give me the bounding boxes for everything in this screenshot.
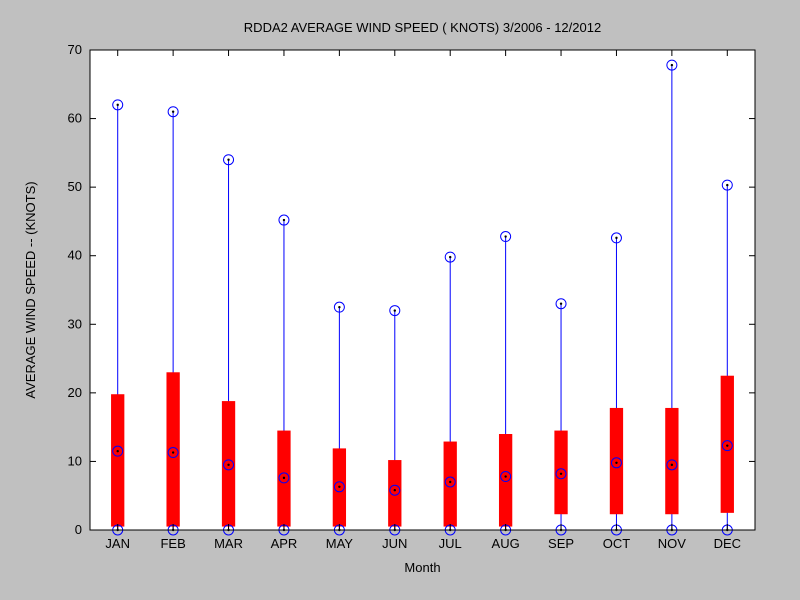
xtick-label: FEB [160,536,185,551]
ytick-label: 70 [68,42,82,57]
plot-area [90,50,755,530]
xtick-label: JUL [439,536,462,551]
high-marker-dot [504,235,506,237]
ytick-label: 30 [68,316,82,331]
median-marker-dot [283,477,285,479]
xtick-label: NOV [658,536,687,551]
median-marker-dot [560,473,562,475]
y-axis-label: AVERAGE WIND SPEED -- (KNOTS) [23,181,38,398]
high-marker-dot [726,184,728,186]
high-marker-dot [615,237,617,239]
xtick-label: MAY [326,536,354,551]
chart-container: 0 10 20 30 40 50 60 70 JAN FEB MAR APR MAY JUN JUL AUG S… [0,0,800,600]
median-marker-dot [726,444,728,446]
boxplot-chart: 0 10 20 30 40 50 60 70 JAN FEB MAR APR MAY JUN JUL AUG S… [0,0,800,600]
median-marker-dot [449,481,451,483]
median-marker-dot [172,451,174,453]
box [111,394,124,526]
median-marker-dot [117,450,119,452]
high-marker-dot [449,256,451,258]
median-marker-dot [615,462,617,464]
ytick-label: 20 [68,385,82,400]
high-marker-dot [172,111,174,113]
high-marker-dot [560,303,562,305]
x-axis-label: Month [404,560,440,575]
high-marker-dot [227,159,229,161]
ytick-label: 10 [68,453,82,468]
high-marker-dot [671,64,673,66]
median-marker-dot [394,489,396,491]
median-marker-dot [227,464,229,466]
ytick-label: 50 [68,179,82,194]
median-marker-dot [671,464,673,466]
xtick-label: JAN [105,536,130,551]
xtick-label: MAR [214,536,243,551]
xtick-label: SEP [548,536,574,551]
median-marker-dot [338,486,340,488]
xtick-label: JUN [382,536,407,551]
xtick-label: OCT [603,536,631,551]
ytick-label: 0 [75,522,82,537]
ytick-label: 60 [68,111,82,126]
median-marker-dot [504,475,506,477]
xtick-label: APR [271,536,298,551]
high-marker-dot [283,219,285,221]
high-marker-dot [117,104,119,106]
high-marker-dot [394,309,396,311]
chart-title: RDDA2 AVERAGE WIND SPEED ( KNOTS) 3/2006… [244,20,601,35]
box [665,408,678,514]
box [388,460,401,527]
xtick-label: AUG [492,536,520,551]
high-marker-dot [338,306,340,308]
box [499,434,512,527]
xtick-label: DEC [714,536,741,551]
box [166,372,179,526]
ytick-label: 40 [68,248,82,263]
